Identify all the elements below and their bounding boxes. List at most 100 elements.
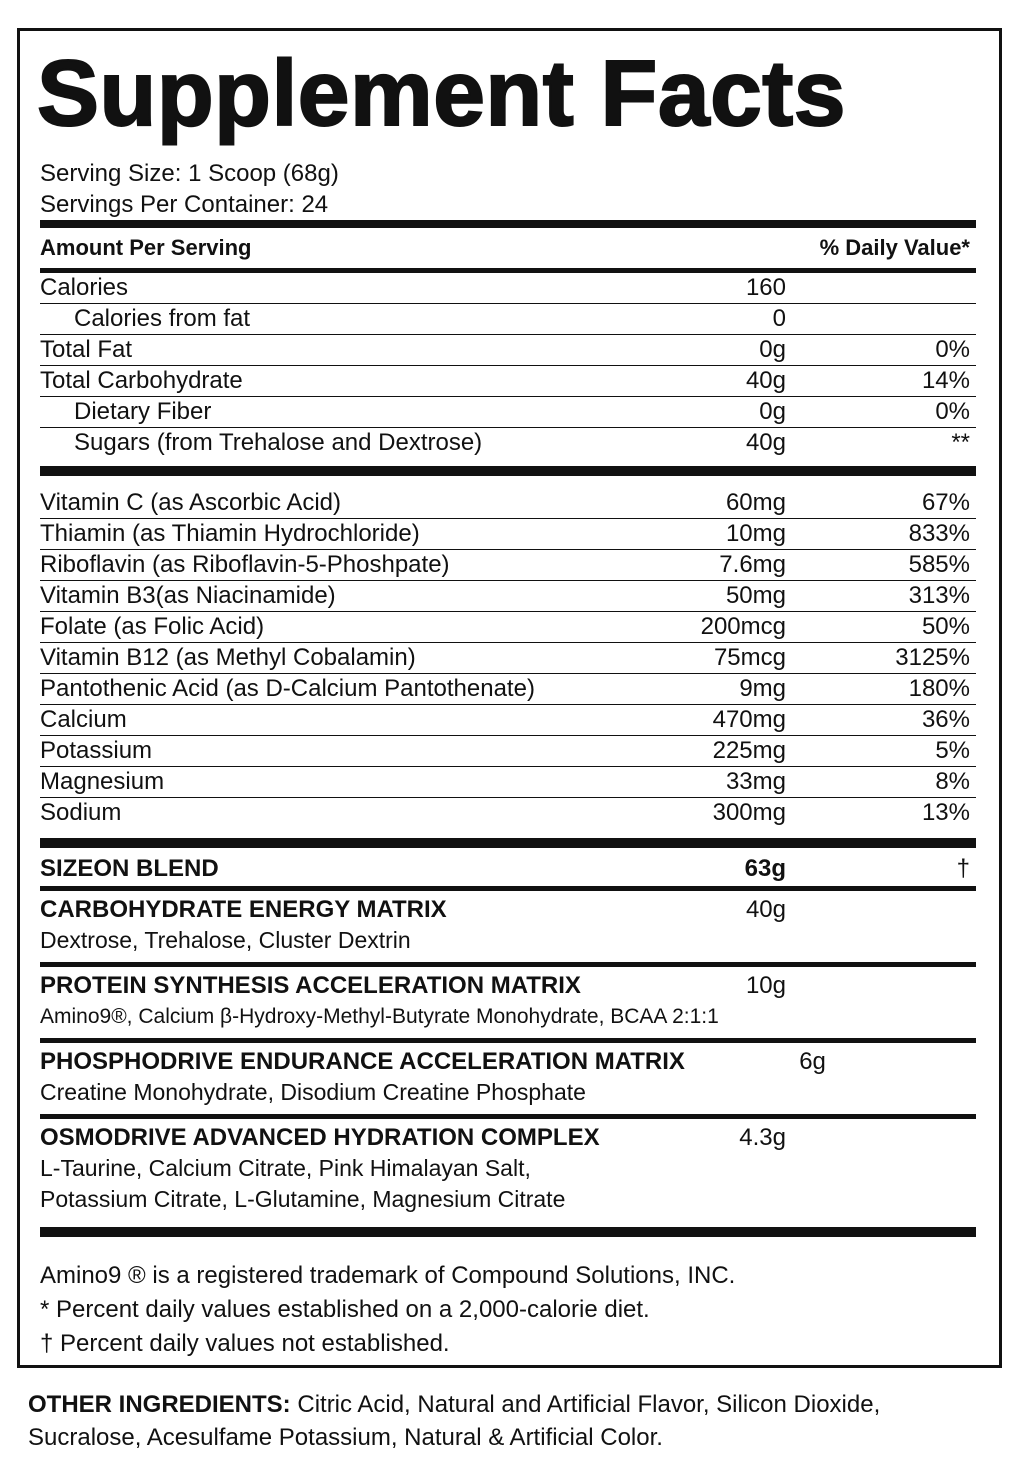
nutrient-name: Total Fat bbox=[40, 336, 133, 363]
nutrient-amount: 0 bbox=[772, 305, 786, 332]
matrix-ingredients: Dextrose, Trehalose, Cluster Dextrin bbox=[40, 927, 411, 953]
nutrient-dv: 5% bbox=[935, 737, 970, 764]
matrix-name: PHOSPHODRIVE ENDURANCE ACCELERATION MATR… bbox=[40, 1048, 685, 1075]
nutrient-dv: 585% bbox=[908, 551, 970, 578]
nutrient-dv: 50% bbox=[921, 613, 970, 640]
matrix-ingredients: Amino9®, Calcium β-Hydroxy-Methyl-Butyra… bbox=[40, 1005, 719, 1028]
blend-dv: † bbox=[956, 855, 970, 882]
blend-name: SIZEON BLEND bbox=[40, 855, 219, 882]
nutrient-row: Potassium 225mg 5% bbox=[40, 736, 976, 767]
matrix-row: CARBOHYDRATE ENERGY MATRIX 40g bbox=[40, 895, 976, 925]
nutrient-name: Pantothenic Acid (as D-Calcium Pantothen… bbox=[40, 675, 535, 702]
matrix: OSMODRIVE ADVANCED HYDRATION COMPLEX 4.3g… bbox=[40, 1119, 976, 1221]
nutrient-amount: 10mg bbox=[725, 520, 786, 547]
nutrient-amount: 200mcg bbox=[700, 613, 786, 640]
nutrient-name: Vitamin C (as Ascorbic Acid) bbox=[40, 489, 341, 516]
rule bbox=[40, 268, 976, 273]
nutrient-amount: 40g bbox=[745, 429, 786, 456]
nutrient-name: Sugars (from Trehalose and Dextrose) bbox=[74, 429, 483, 456]
nutrient-row: Total Fat 0g 0% bbox=[40, 335, 976, 366]
nutrient-row: Magnesium 33mg 8% bbox=[40, 767, 976, 798]
other-ingredients: OTHER INGREDIENTS: Citric Acid, Natural … bbox=[28, 1388, 958, 1454]
nutrient-amount: 50mg bbox=[725, 582, 786, 609]
nutrient-row: Total Carbohydrate 40g 14% bbox=[40, 366, 976, 397]
matrix-amount: 4.3g bbox=[739, 1124, 786, 1151]
matrix: PROTEIN SYNTHESIS ACCELERATION MATRIX 10g… bbox=[40, 967, 976, 1038]
nutrient-dv: ** bbox=[951, 429, 970, 456]
nutrient-row: Pantothenic Acid (as D-Calcium Pantothen… bbox=[40, 674, 976, 705]
nutrient-dv: 3125% bbox=[895, 644, 970, 671]
matrix-row: PHOSPHODRIVE ENDURANCE ACCELERATION MATR… bbox=[40, 1047, 976, 1077]
supplement-facts-panel: Supplement Facts Serving Size: 1 Scoop (… bbox=[17, 28, 1002, 1368]
nutrient-row: Riboflavin (as Riboflavin-5-Phoshpate) 7.… bbox=[40, 550, 976, 581]
matrix: PHOSPHODRIVE ENDURANCE ACCELERATION MATR… bbox=[40, 1043, 976, 1114]
macros: Calories 160 Calories from fat 0 Total Fat 0g… bbox=[40, 273, 976, 458]
matrix-ingredients: Creatine Monohydrate, Disodium Creatine … bbox=[40, 1079, 586, 1105]
rule bbox=[40, 466, 976, 476]
matrix-ingredients: L-Taurine, Calcium Citrate, Pink Himalay… bbox=[40, 1155, 531, 1181]
matrix-amount: 10g bbox=[745, 972, 786, 999]
nutrient-amount: 160 bbox=[745, 274, 786, 301]
nutrient-row: Vitamin B12 (as Methyl Cobalamin) 75mcg 31… bbox=[40, 643, 976, 674]
nutrient-amount: 75mcg bbox=[713, 644, 786, 671]
matrix-ingredients: Potassium Citrate, L-Glutamine, Magnesiu… bbox=[40, 1186, 566, 1212]
nutrient-dv: 36% bbox=[921, 706, 970, 733]
nutrient-amount: 9mg bbox=[739, 675, 786, 702]
nutrient-name: Calories bbox=[40, 274, 129, 301]
matrices: CARBOHYDRATE ENERGY MATRIX 40g Dextrose, T… bbox=[40, 891, 976, 1221]
nutrient-name: Potassium bbox=[40, 737, 153, 764]
footnote: Amino9 ® is a registered trademark of Co… bbox=[40, 1262, 736, 1289]
spacer bbox=[786, 273, 976, 303]
nutrient-row: Sodium 300mg 13% bbox=[40, 798, 976, 828]
vitamins: Vitamin C (as Ascorbic Acid) 60mg 67% Thiam… bbox=[40, 488, 976, 828]
nutrient-dv: 13% bbox=[921, 799, 970, 826]
nutrient-name: Riboflavin (as Riboflavin-5-Phoshpate) bbox=[40, 551, 450, 578]
nutrient-amount: 0g bbox=[759, 398, 786, 425]
matrix-name: CARBOHYDRATE ENERGY MATRIX bbox=[40, 896, 447, 923]
rule bbox=[40, 1038, 976, 1043]
rule bbox=[40, 1114, 976, 1119]
nutrient-row: Calcium 470mg 36% bbox=[40, 705, 976, 736]
nutrient-dv: 67% bbox=[921, 489, 970, 516]
nutrient-dv: 8% bbox=[935, 768, 970, 795]
spacer bbox=[826, 1047, 976, 1077]
footnote: † Percent daily values not established. bbox=[40, 1330, 450, 1357]
nutrient-amount: 300mg bbox=[712, 799, 786, 826]
rule bbox=[40, 220, 976, 228]
matrix-name: OSMODRIVE ADVANCED HYDRATION COMPLEX bbox=[40, 1124, 600, 1151]
blend-amount: 63g bbox=[744, 855, 786, 882]
nutrient-name: Vitamin B12 (as Methyl Cobalamin) bbox=[40, 644, 416, 671]
header-row: Amount Per Serving % Daily Value* bbox=[40, 228, 976, 268]
spacer bbox=[786, 304, 976, 334]
nutrient-name: Total Carbohydrate bbox=[40, 367, 243, 394]
rule bbox=[40, 838, 976, 848]
nutrient-row: Vitamin C (as Ascorbic Acid) 60mg 67% bbox=[40, 488, 976, 519]
nutrient-dv: 833% bbox=[908, 520, 970, 547]
serving-size: Serving Size: 1 Scoop (68g) bbox=[40, 160, 339, 187]
rule bbox=[40, 1227, 976, 1237]
nutrient-amount: 40g bbox=[745, 367, 786, 394]
footnote: * Percent daily values established on a … bbox=[40, 1296, 650, 1323]
spacer bbox=[786, 971, 976, 1001]
nutrient-row: Folate (as Folic Acid) 200mcg 50% bbox=[40, 612, 976, 643]
nutrient-name: Calories from fat bbox=[74, 305, 251, 332]
nutrient-row: Vitamin B3(as Niacinamide) 50mg 313% bbox=[40, 581, 976, 612]
matrix-name: PROTEIN SYNTHESIS ACCELERATION MATRIX bbox=[40, 972, 581, 999]
rule bbox=[40, 962, 976, 967]
nutrient-name: Folate (as Folic Acid) bbox=[40, 613, 265, 640]
header-left: Amount Per Serving bbox=[40, 235, 252, 260]
nutrient-amount: 7.6mg bbox=[719, 551, 786, 578]
nutrient-amount: 33mg bbox=[725, 768, 786, 795]
matrix: CARBOHYDRATE ENERGY MATRIX 40g Dextrose, T… bbox=[40, 891, 976, 962]
nutrient-amount: 225mg bbox=[712, 737, 786, 764]
nutrient-dv: 0% bbox=[935, 398, 970, 425]
nutrient-row: Dietary Fiber 0g 0% bbox=[40, 397, 976, 428]
nutrient-name: Sodium bbox=[40, 799, 122, 826]
matrix-amount: 40g bbox=[745, 896, 786, 923]
header-right: % Daily Value* bbox=[819, 235, 970, 260]
nutrient-row: Calories from fat 0 bbox=[40, 304, 976, 335]
footnotes: Amino9 ® is a registered trademark of Co… bbox=[40, 1259, 976, 1361]
other-text: Citric Acid, Natural and Artificial Flav… bbox=[28, 1391, 881, 1451]
spacer bbox=[786, 895, 976, 925]
